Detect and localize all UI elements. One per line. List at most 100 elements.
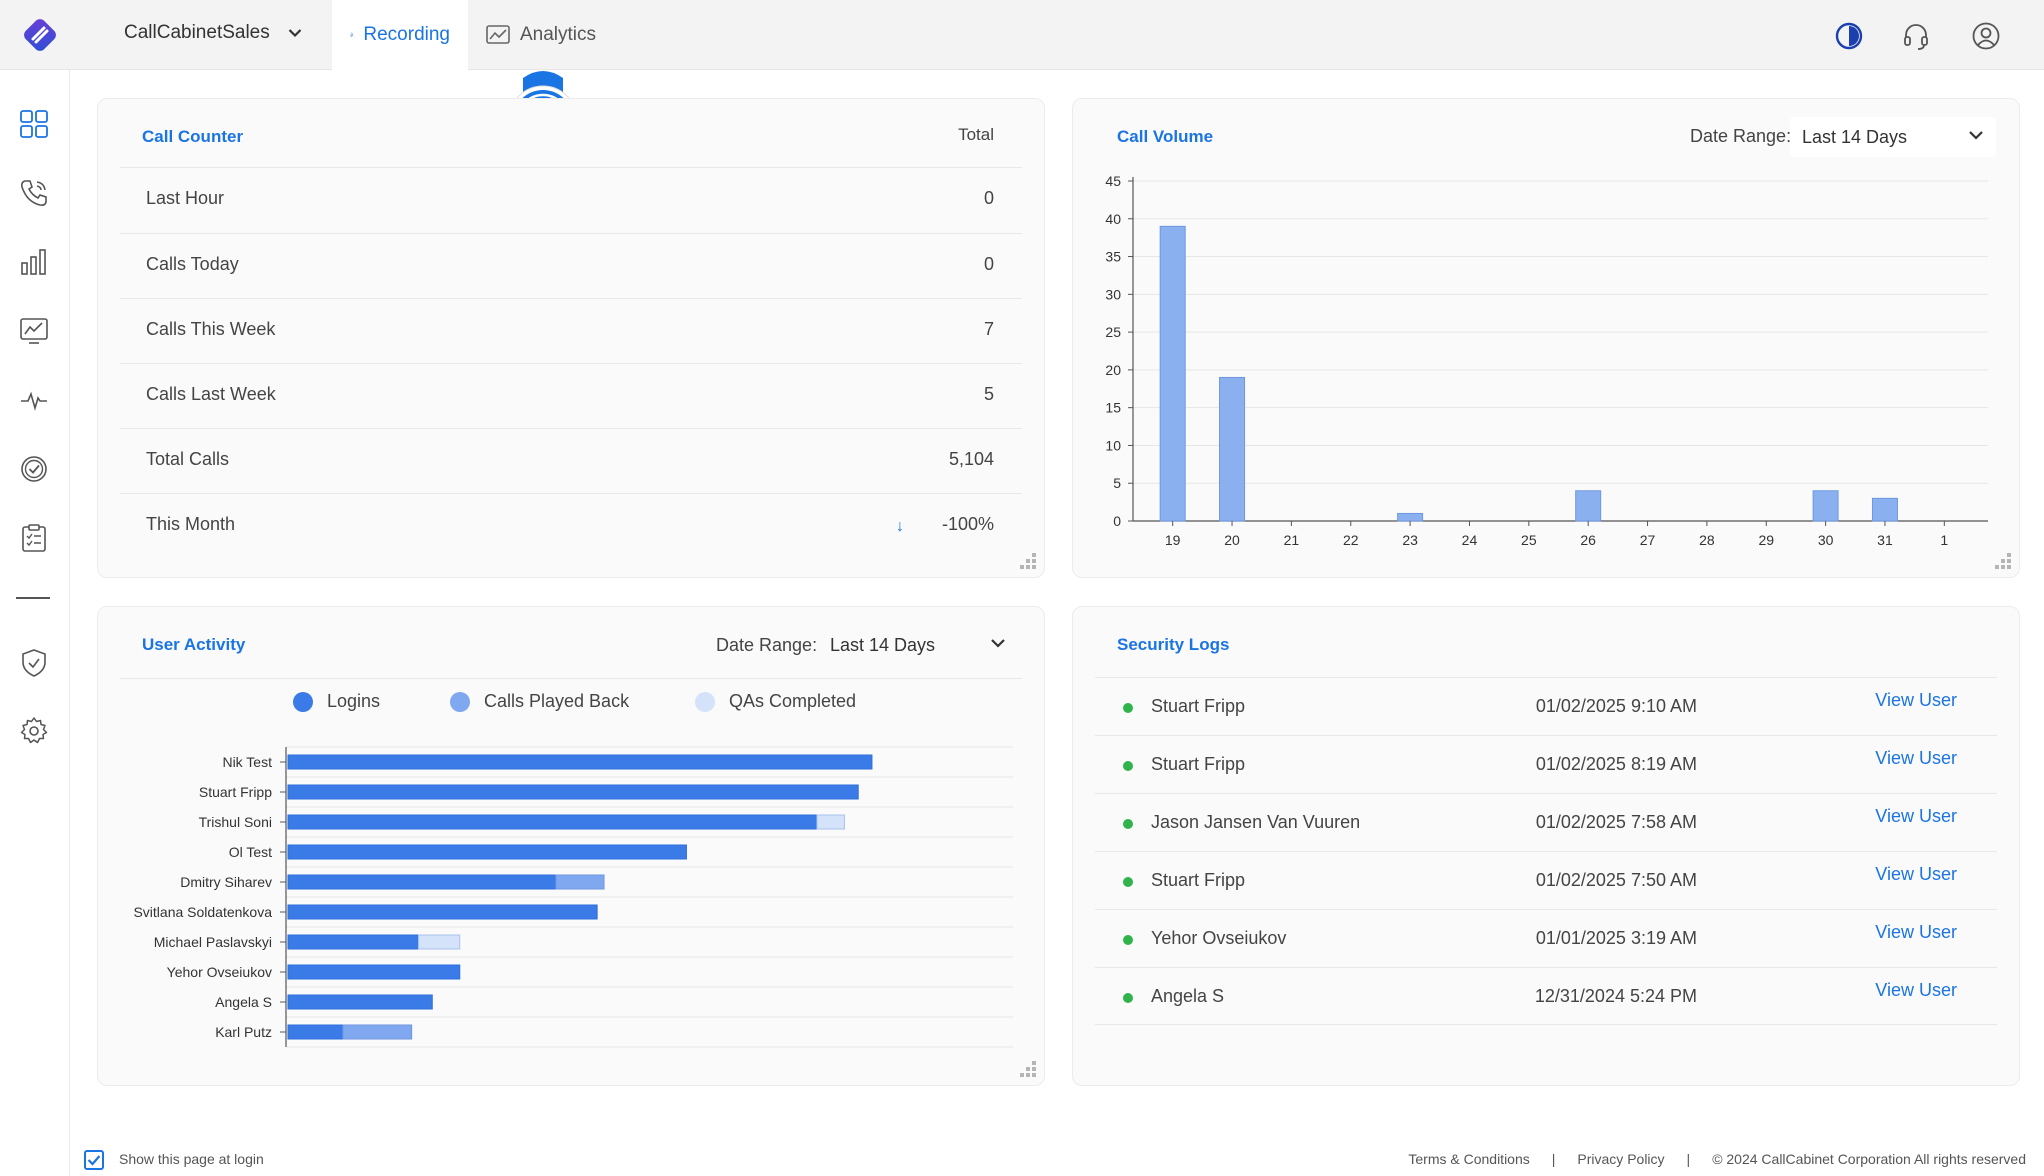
call-counter-row: Total Calls 5,104: [120, 429, 1022, 494]
contrast-icon: [1835, 22, 1863, 50]
sidebar-divider: [16, 597, 50, 599]
resize-grip-icon[interactable]: [1018, 1059, 1038, 1079]
separator: |: [1551, 1151, 1556, 1167]
resize-grip-icon[interactable]: [1018, 551, 1038, 571]
activity-bar: [287, 814, 818, 830]
call-counter-total-header: Total: [958, 125, 994, 144]
contrast-toggle-button[interactable]: [1831, 18, 1867, 54]
call-counter-row: This Month ↓ -100%: [120, 494, 1022, 559]
activity-bar: [816, 814, 845, 830]
security-log-time: 01/02/2025 9:10 AM: [1535, 696, 1697, 716]
sidebar-item-reports[interactable]: [16, 244, 52, 280]
y-tick-label: 5: [1113, 475, 1121, 491]
user-activity-date-range-select[interactable]: Last 14 Days: [818, 625, 1018, 665]
call-counter-label: Calls Today: [146, 254, 239, 274]
callcabinet-logo-icon[interactable]: [22, 17, 58, 53]
show-at-login-label: Show this page at login: [119, 1151, 264, 1167]
activity-bar: [287, 1024, 344, 1040]
divider: [120, 167, 1022, 168]
show-at-login-checkbox[interactable]: [84, 1150, 104, 1170]
sidebar-item-monitoring[interactable]: [16, 382, 52, 418]
support-button[interactable]: [1898, 18, 1934, 54]
tab-recording[interactable]: Recording: [332, 0, 468, 70]
status-dot: [1123, 703, 1133, 713]
view-user-link[interactable]: View User: [1875, 806, 1957, 826]
tab-analytics-label: Analytics: [520, 24, 597, 45]
sidebar-item-security[interactable]: [16, 645, 52, 681]
sidebar-item-analytics[interactable]: [16, 313, 52, 349]
separator: |: [1686, 1151, 1691, 1167]
footer-links: Terms & Conditions | Privacy Policy | © …: [1408, 1151, 2026, 1167]
activity-bar: [342, 1024, 413, 1040]
divider: [120, 678, 1022, 679]
status-dot: [1123, 935, 1133, 945]
security-log-user: Stuart Fripp: [1151, 696, 1246, 716]
security-log-time: 01/02/2025 7:58 AM: [1535, 812, 1697, 832]
user-account-button[interactable]: [1968, 18, 2004, 54]
security-logs-panel: Security Logs Stuart Fripp 01/02/2025 9:…: [1072, 606, 2020, 1086]
x-tick-label: 1: [1940, 532, 1948, 548]
call-counter-label: Last Hour: [146, 188, 225, 208]
activity-bar: [418, 934, 461, 950]
call-counter-label: Calls This Week: [146, 319, 276, 339]
call-counter-row: Last Hour 0: [120, 168, 1022, 233]
terms-link[interactable]: Terms & Conditions: [1408, 1151, 1530, 1167]
checkmark-icon: [87, 1155, 101, 1166]
sidebar-item-settings[interactable]: [16, 713, 52, 749]
view-user-link[interactable]: View User: [1875, 690, 1957, 710]
volume-bar: [1159, 225, 1186, 522]
security-log-row: Stuart Fripp 01/02/2025 8:19 AM View Use…: [1095, 735, 1997, 793]
activity-bar: [555, 874, 605, 890]
activity-bar: [287, 754, 873, 770]
sidebar-item-tasks[interactable]: [16, 520, 52, 556]
category-label: Svitlana Soldatenkova: [133, 904, 272, 920]
security-log-row: Stuart Fripp 01/02/2025 9:10 AM View Use…: [1095, 677, 1997, 735]
y-tick-label: 15: [1105, 400, 1121, 416]
security-log-time: 01/02/2025 7:50 AM: [1535, 870, 1697, 890]
view-user-link[interactable]: View User: [1875, 922, 1957, 942]
pulse-icon: [21, 391, 47, 411]
sidebar-item-calls[interactable]: [16, 175, 52, 211]
tab-analytics[interactable]: Analytics: [468, 0, 614, 70]
call-counter-value: 7: [983, 319, 994, 339]
view-user-link[interactable]: View User: [1875, 748, 1957, 768]
legend-logins[interactable]: Logins: [293, 691, 380, 712]
x-tick-label: 25: [1521, 532, 1537, 548]
y-tick-label: 20: [1105, 362, 1121, 378]
sidebar-item-dashboard[interactable]: [16, 106, 52, 142]
date-range-value: Last 14 Days: [830, 634, 936, 655]
clipboard-icon: [22, 524, 46, 552]
org-selector[interactable]: CallCabinetSales: [124, 22, 302, 44]
call-volume-chart: 0 5 10 15 20 25 30 35 40 45 19 20 21 22 23 24 25 26 27 28 29…: [1105, 173, 1988, 548]
x-tick-label: 19: [1165, 532, 1181, 548]
volume-bar: [1812, 490, 1839, 522]
legend-calls-played-back[interactable]: Calls Played Back: [450, 691, 629, 712]
chevron-down-icon: [288, 29, 302, 38]
resize-grip-icon[interactable]: [1993, 551, 2013, 571]
category-label: Ol Test: [229, 844, 272, 860]
call-counter-panel: Call Counter Total Last Hour 0 Calls Tod…: [97, 98, 1045, 578]
sidebar-item-quality[interactable]: [16, 451, 52, 487]
divider: [120, 428, 1022, 429]
bar-chart-icon: [21, 249, 46, 275]
y-tick-label: 40: [1105, 211, 1121, 227]
call-counter-row: Calls Last Week 5: [120, 364, 1022, 429]
call-volume-title: Call Volume: [1117, 127, 1214, 146]
security-log-time: 01/02/2025 8:19 AM: [1535, 754, 1697, 774]
view-user-link[interactable]: View User: [1875, 864, 1957, 884]
security-log-user: Stuart Fripp: [1151, 870, 1246, 890]
activity-bar: [287, 874, 557, 890]
security-log-user: Jason Jansen Van Vuuren: [1151, 812, 1361, 832]
user-activity-chart: Nik Test Stuart Fripp Trishul Soni Ol Test D…: [133, 746, 1013, 1048]
privacy-link[interactable]: Privacy Policy: [1577, 1151, 1665, 1167]
view-user-link[interactable]: View User: [1875, 980, 1957, 1000]
y-tick-label: 10: [1105, 437, 1121, 453]
x-tick-label: 22: [1343, 532, 1359, 548]
dashboard-icon: [20, 110, 48, 138]
call-volume-date-range-select[interactable]: Last 14 Days: [1790, 117, 1996, 157]
activity-bar: [287, 784, 859, 800]
legend-label: Logins: [327, 691, 381, 711]
call-volume-panel: Call Volume Date Range: Last 14 Days 0 5 1…: [1072, 98, 2020, 578]
legend-qas-completed[interactable]: QAs Completed: [695, 691, 856, 712]
security-log-time: 12/31/2024 5:24 PM: [1534, 986, 1697, 1006]
